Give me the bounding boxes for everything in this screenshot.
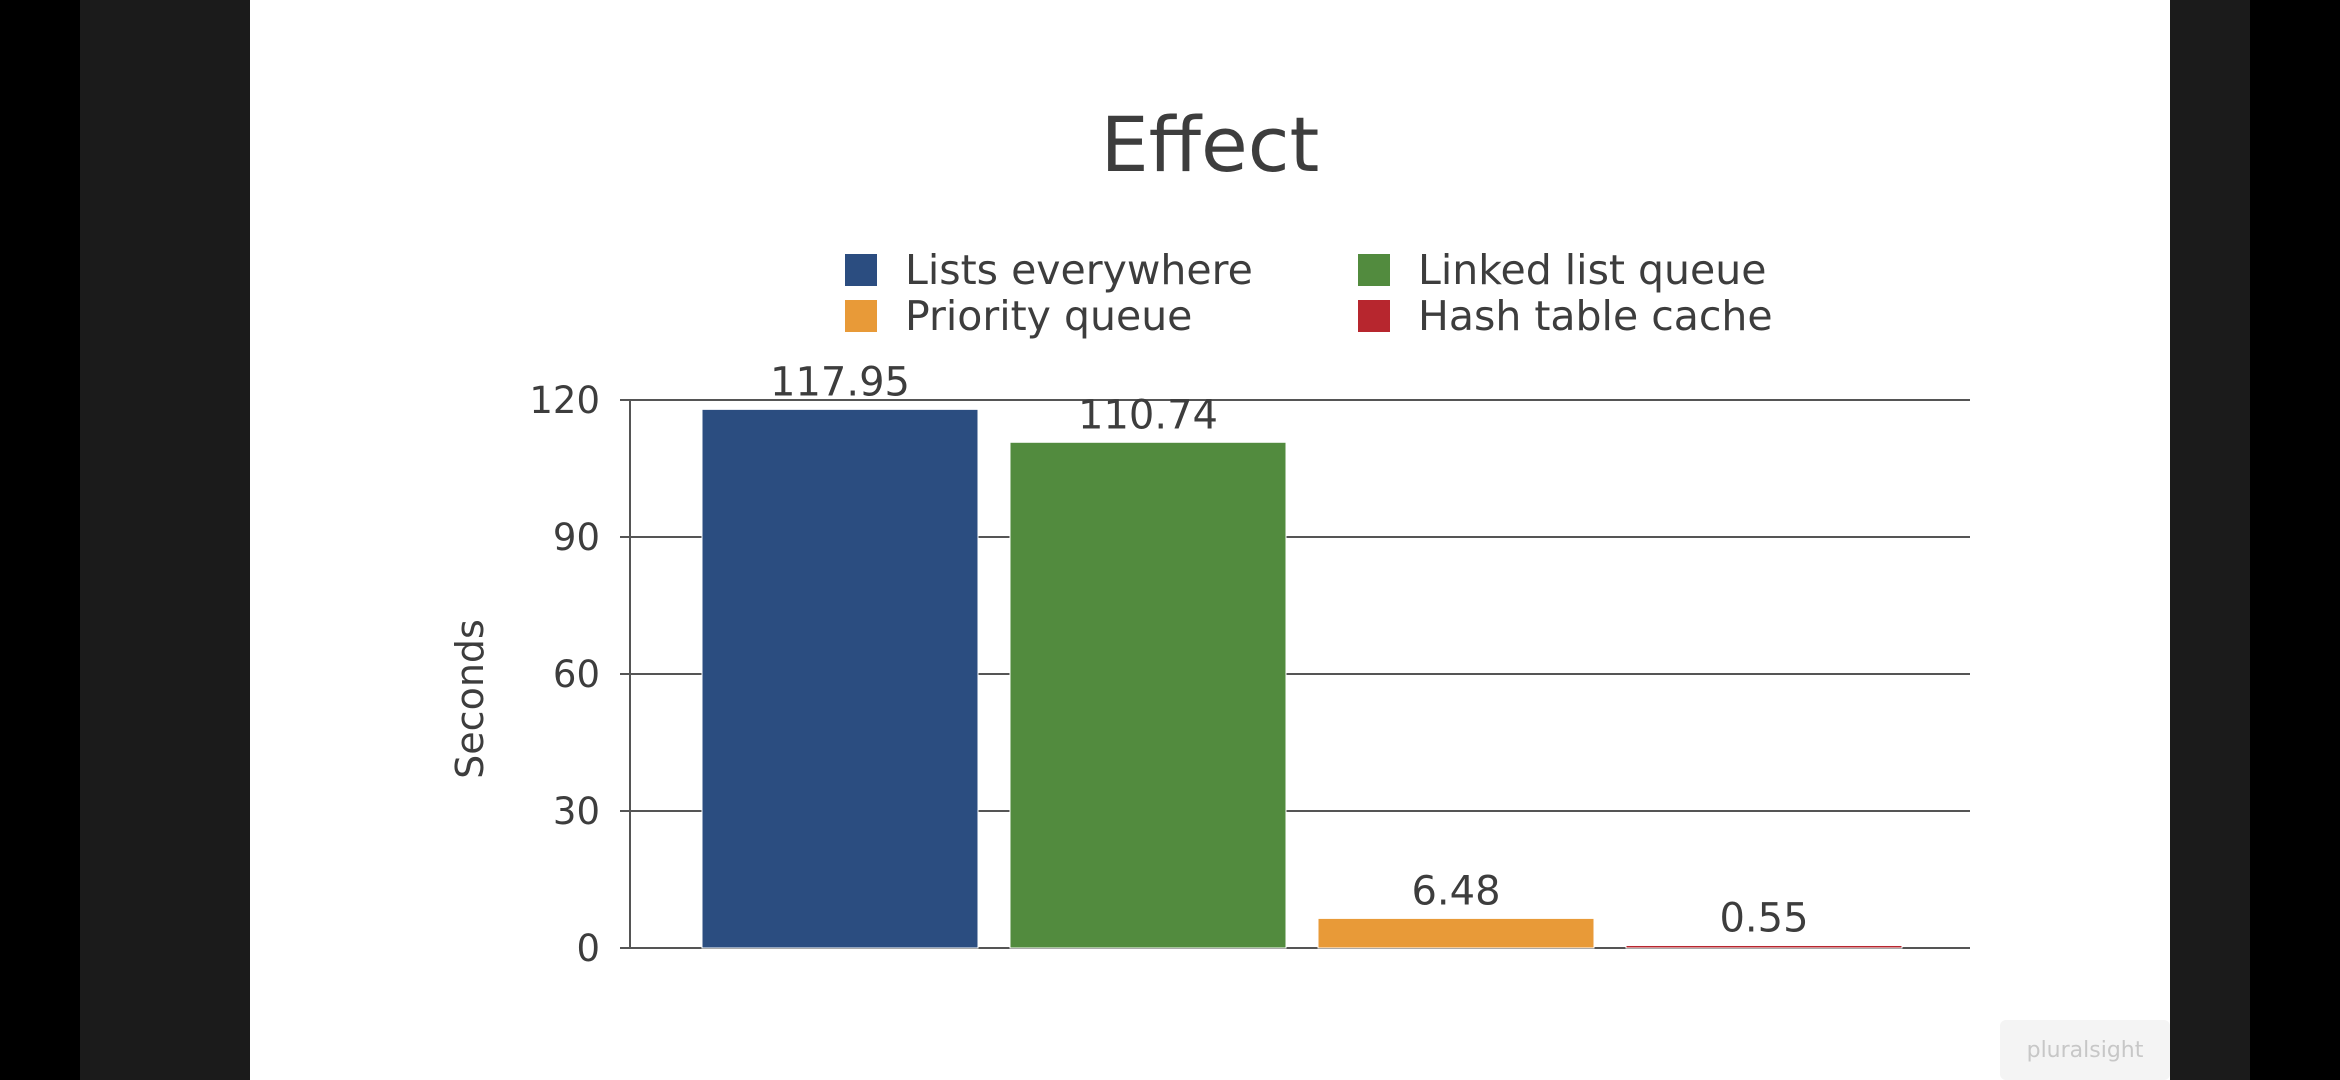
chart-title: Effect	[1100, 100, 1320, 189]
bar-linked-list-queue	[1009, 441, 1287, 949]
y-tick-label: 0	[576, 927, 600, 970]
bar-priority-queue	[1317, 917, 1595, 949]
data-label: 110.74	[1078, 392, 1218, 438]
data-label: 0.55	[1719, 895, 1808, 941]
y-axis-label: Seconds	[448, 619, 492, 779]
y-tick-label: 30	[553, 790, 600, 833]
legend-swatch	[845, 254, 877, 286]
legend-label: Lists everywhere	[905, 246, 1253, 294]
legend-label: Hash table cache	[1418, 292, 1773, 340]
right-border	[2170, 0, 2250, 1080]
right-letterbox	[2250, 0, 2340, 1080]
y-tick-label: 60	[553, 653, 600, 696]
left-letterbox	[0, 0, 80, 1080]
data-label: 6.48	[1411, 868, 1500, 914]
y-tick-label: 120	[529, 379, 600, 422]
pluralsight-watermark: pluralsight	[2000, 1020, 2170, 1080]
legend-item-priority-queue: Priority queue	[845, 292, 1192, 340]
legend-item-linked-list-queue: Linked list queue	[1358, 246, 1766, 294]
legend-swatch	[1358, 300, 1390, 332]
legend-item-lists-everywhere: Lists everywhere	[845, 246, 1253, 294]
legend: Lists everywhere Linked list queue Prior…	[250, 246, 2170, 346]
data-label: 117.95	[770, 359, 910, 405]
bar-lists-everywhere	[701, 408, 979, 949]
bar-hash-table-cache	[1625, 944, 1903, 949]
legend-label: Priority queue	[905, 292, 1193, 340]
left-border	[80, 0, 250, 1080]
y-tick-label: 90	[553, 516, 600, 559]
legend-label: Linked list queue	[1418, 246, 1767, 294]
legend-item-hash-table-cache: Hash table cache	[1358, 292, 1773, 340]
legend-swatch	[845, 300, 877, 332]
slide: Effect Lists everywhere Linked list queu…	[250, 0, 2170, 1080]
legend-swatch	[1358, 254, 1390, 286]
bar-chart: 0 30 60 90 120 Seconds 117.95 110.74 6.48 0.55	[448, 359, 1970, 970]
